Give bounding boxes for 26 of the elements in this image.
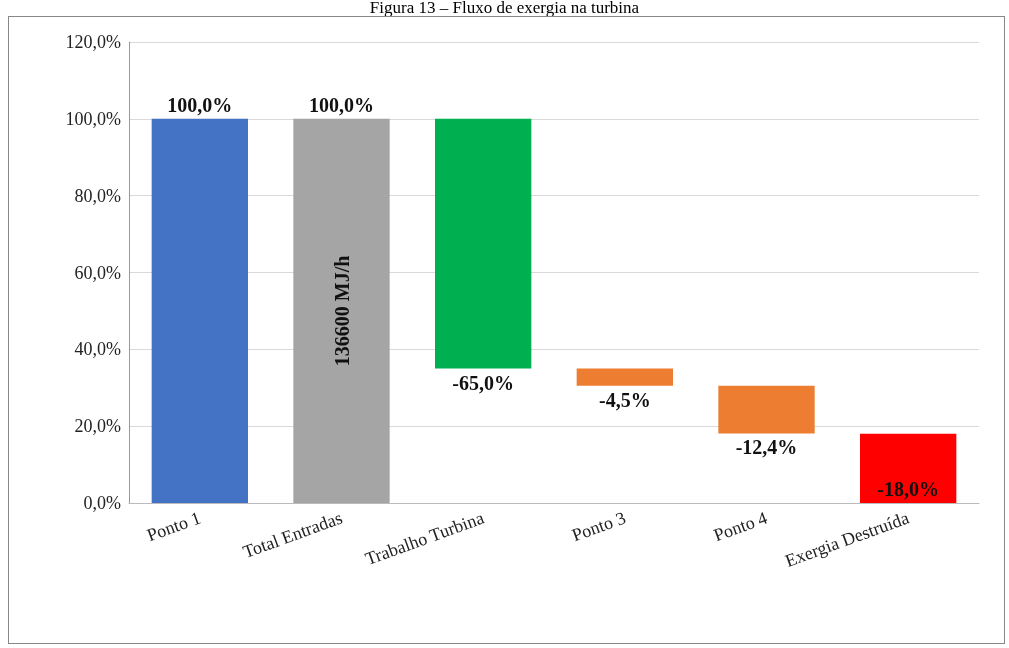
x-tick-label: Ponto 3 [569,507,629,546]
y-tick-label: 80,0% [74,185,121,206]
bar [293,118,390,503]
data-label: 100,0% [167,93,233,116]
y-tick-label: 60,0% [74,262,121,283]
x-tick-label: Ponto 4 [710,507,770,546]
x-tick-label: Total Entradas [240,507,345,563]
data-label: -18,0% [877,478,939,500]
bar [576,368,673,386]
y-tick-label: 40,0% [74,339,121,360]
bar [435,118,532,369]
data-label: 100,0% [309,93,374,116]
bar [151,118,248,503]
bar [718,385,815,434]
chart-title: Figura 13 – Fluxo de exergia na turbina [368,0,641,17]
x-tick-label: Trabalho Turbina [362,507,487,570]
x-tick-label: Ponto 1 [144,507,204,546]
y-tick-label: 20,0% [74,416,121,437]
y-tick-label: 120,0% [65,32,121,52]
annotation: 136600 MJ/h [330,255,353,367]
data-label: -12,4% [735,436,798,459]
data-label: -4,5% [599,388,651,411]
y-tick-label: 100,0% [65,108,121,129]
bar [860,433,957,503]
y-tick-label: 0,0% [83,493,121,513]
data-label: -65,0% [452,371,514,394]
